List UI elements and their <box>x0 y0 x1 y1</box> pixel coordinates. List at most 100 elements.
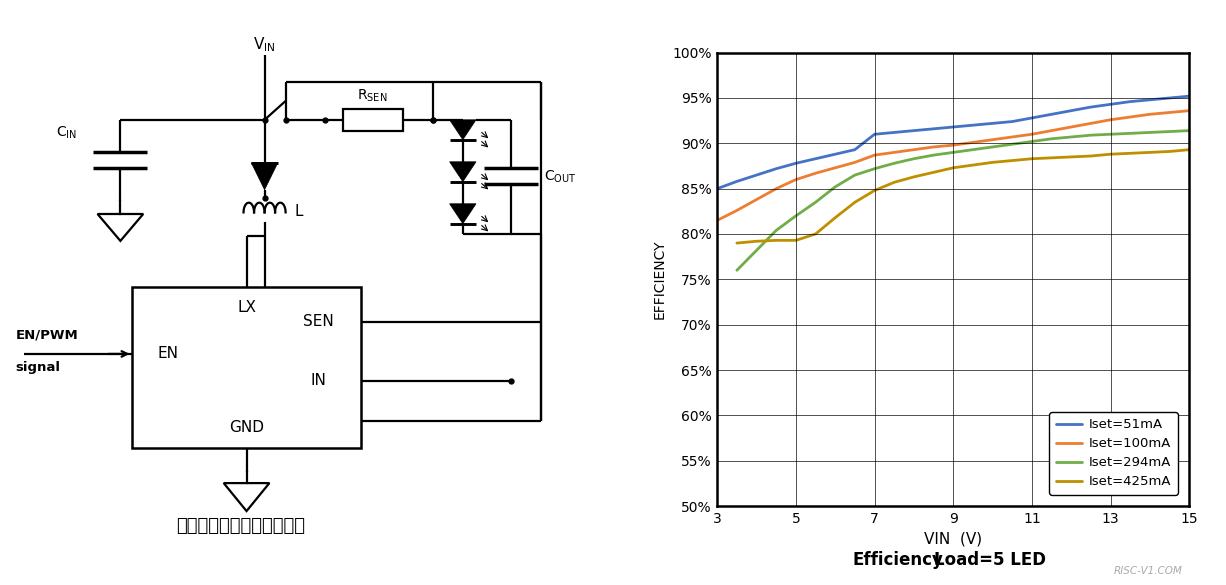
Iset=425mA <box>1045 154 1059 161</box>
Text: EN: EN <box>158 346 179 362</box>
Iset=100mA <box>710 217 725 224</box>
Iset=51mA <box>1143 97 1157 104</box>
Iset=100mA <box>926 143 940 150</box>
Iset=294mA <box>886 160 901 167</box>
Iset=294mA <box>1025 138 1040 145</box>
Iset=294mA <box>867 165 881 172</box>
Iset=100mA <box>1005 133 1020 140</box>
Iset=100mA <box>847 159 862 166</box>
Iset=100mA <box>1143 111 1157 118</box>
Text: C$_{\mathregular{IN}}$: C$_{\mathregular{IN}}$ <box>56 125 77 142</box>
Iset=100mA <box>867 152 881 159</box>
Iset=425mA <box>729 240 744 247</box>
Iset=51mA <box>1005 118 1020 125</box>
Line: Iset=425mA: Iset=425mA <box>737 150 1189 243</box>
Iset=100mA <box>886 149 901 156</box>
Iset=100mA <box>946 142 961 149</box>
Text: RISC-V1.COM: RISC-V1.COM <box>1114 566 1183 576</box>
Iset=100mA <box>1064 123 1079 130</box>
Text: R$_{\mathregular{SEN}}$: R$_{\mathregular{SEN}}$ <box>358 87 387 104</box>
Iset=294mA <box>769 227 783 234</box>
X-axis label: VIN  (V): VIN (V) <box>924 531 982 546</box>
Iset=294mA <box>729 267 744 274</box>
Text: signal: signal <box>15 361 60 374</box>
Iset=294mA <box>1064 133 1079 140</box>
Iset=425mA <box>886 179 901 186</box>
Iset=425mA <box>1064 153 1079 160</box>
Iset=51mA <box>1162 95 1177 102</box>
Iset=294mA <box>828 183 842 190</box>
Iset=100mA <box>1084 120 1098 127</box>
Iset=425mA <box>1143 149 1157 156</box>
Iset=425mA <box>788 237 803 244</box>
Text: C$_{\mathregular{OUT}}$: C$_{\mathregular{OUT}}$ <box>544 168 576 184</box>
Y-axis label: EFFICIENCY: EFFICIENCY <box>652 240 667 319</box>
Iset=294mA <box>966 146 981 153</box>
Iset=51mA <box>906 127 921 134</box>
Iset=51mA <box>847 146 862 153</box>
Iset=294mA <box>926 152 940 159</box>
Iset=51mA <box>966 122 981 129</box>
Iset=425mA <box>926 169 940 176</box>
Iset=100mA <box>1123 113 1138 121</box>
Iset=100mA <box>808 170 823 177</box>
Bar <box>343 109 403 130</box>
Line: Iset=51mA: Iset=51mA <box>717 96 1189 188</box>
Iset=100mA <box>906 146 921 153</box>
Iset=425mA <box>1123 150 1138 157</box>
Iset=425mA <box>749 238 764 245</box>
Text: L: L <box>294 204 303 219</box>
Iset=100mA <box>788 176 803 183</box>
Iset=294mA <box>788 212 803 219</box>
Iset=51mA <box>769 165 783 172</box>
Iset=294mA <box>986 143 1000 150</box>
Iset=51mA <box>808 155 823 162</box>
Iset=425mA <box>847 199 862 206</box>
Text: 典型降压恒流驱动应用电路: 典型降压恒流驱动应用电路 <box>177 517 305 535</box>
Iset=100mA <box>1103 116 1118 123</box>
Iset=51mA <box>1123 98 1138 105</box>
Iset=425mA <box>867 187 881 194</box>
Iset=100mA <box>769 185 783 192</box>
Iset=294mA <box>1084 132 1098 139</box>
Iset=51mA <box>1025 115 1040 122</box>
Iset=51mA <box>1182 92 1197 99</box>
Iset=294mA <box>1123 130 1138 137</box>
Iset=425mA <box>986 159 1000 166</box>
Text: Efficiency: Efficiency <box>852 550 943 569</box>
Iset=425mA <box>808 230 823 238</box>
Iset=51mA <box>926 125 940 132</box>
Polygon shape <box>450 162 476 182</box>
Iset=51mA <box>1084 104 1098 111</box>
Iset=294mA <box>906 155 921 162</box>
Iset=425mA <box>1103 151 1118 158</box>
Iset=51mA <box>828 151 842 158</box>
Line: Iset=294mA: Iset=294mA <box>737 130 1189 270</box>
Iset=294mA <box>808 199 823 206</box>
Iset=294mA <box>1162 128 1177 135</box>
Iset=51mA <box>986 120 1000 127</box>
Text: LX: LX <box>237 300 256 315</box>
Polygon shape <box>450 120 476 140</box>
Iset=294mA <box>1005 141 1020 148</box>
Iset=100mA <box>729 207 744 214</box>
Iset=100mA <box>1182 107 1197 114</box>
Iset=51mA <box>710 185 725 192</box>
Text: EN/PWM: EN/PWM <box>15 329 78 342</box>
Iset=51mA <box>1064 107 1079 114</box>
Text: IN: IN <box>310 373 326 388</box>
Legend: Iset=51mA, Iset=100mA, Iset=294mA, Iset=425mA: Iset=51mA, Iset=100mA, Iset=294mA, Iset=… <box>1049 412 1178 495</box>
Iset=294mA <box>946 149 961 156</box>
Iset=425mA <box>1025 155 1040 162</box>
Text: Load=5 LED: Load=5 LED <box>934 550 1046 569</box>
Iset=51mA <box>867 130 881 137</box>
Polygon shape <box>251 163 278 190</box>
Iset=100mA <box>1162 109 1177 116</box>
Iset=294mA <box>847 171 862 178</box>
Iset=425mA <box>769 237 783 244</box>
Iset=51mA <box>729 178 744 185</box>
Iset=425mA <box>946 164 961 171</box>
Iset=100mA <box>1045 127 1059 134</box>
Iset=425mA <box>828 214 842 221</box>
Text: V$_{\mathregular{IN}}$: V$_{\mathregular{IN}}$ <box>254 35 276 54</box>
